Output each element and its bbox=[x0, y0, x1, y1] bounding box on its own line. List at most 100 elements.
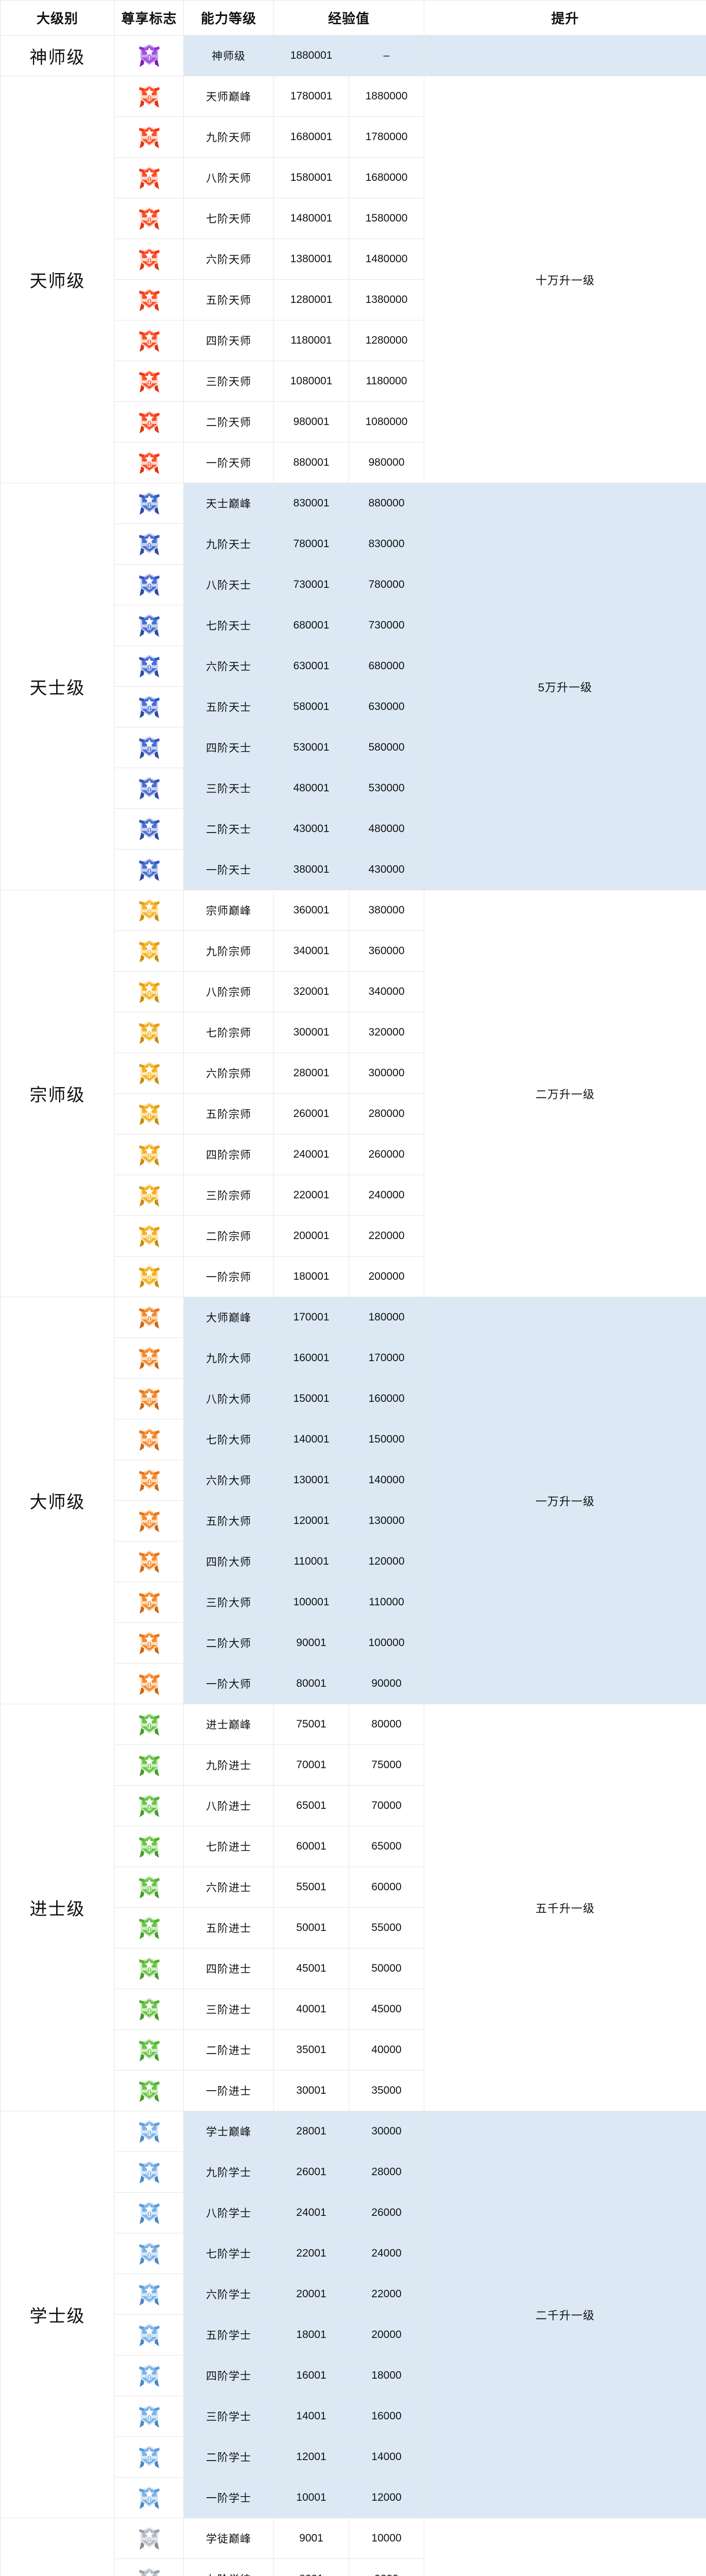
exp-from-value: 280001 bbox=[273, 1053, 349, 1094]
badge-cell bbox=[114, 2029, 184, 2071]
badge-tianshi-4-icon bbox=[137, 327, 161, 354]
ability-level-label: 四阶宗师 bbox=[183, 1134, 274, 1175]
ability-level-label: 七阶天师 bbox=[183, 198, 274, 239]
exp-from-value: 730001 bbox=[273, 564, 349, 605]
exp-from-value: 110001 bbox=[273, 1541, 349, 1582]
badge-tianshi-1-icon bbox=[137, 449, 161, 476]
exp-from-value: 60001 bbox=[273, 1826, 349, 1867]
badge-cell bbox=[114, 35, 184, 76]
exp-to-value: 80000 bbox=[348, 1704, 425, 1745]
exp-to-value: 260000 bbox=[348, 1134, 425, 1175]
exp-from-value: 530001 bbox=[273, 727, 349, 768]
exp-to-value: 18000 bbox=[348, 2355, 425, 2396]
ability-level-label: 一阶学士 bbox=[183, 2477, 274, 2518]
ability-level-label: 九阶学徒 bbox=[183, 2558, 274, 2576]
exp-from-value: 9001 bbox=[273, 2518, 349, 2559]
ability-level-label: 六阶天师 bbox=[183, 239, 274, 280]
badge-tianshi2-peak-icon bbox=[137, 490, 161, 517]
ability-level-label: 四阶学士 bbox=[183, 2355, 274, 2396]
exp-from-value: 1380001 bbox=[273, 239, 349, 280]
table-row: 八阶天士 730001 780000 bbox=[1, 564, 706, 605]
exp-from-value: 160001 bbox=[273, 1337, 349, 1379]
badge-dashi-2-icon bbox=[137, 1630, 161, 1656]
exp-to-value: 240000 bbox=[348, 1175, 425, 1216]
exp-from-value: 70001 bbox=[273, 1744, 349, 1786]
exp-from-value: 18001 bbox=[273, 2314, 349, 2355]
ability-level-label: 八阶天士 bbox=[183, 564, 274, 605]
badge-cell bbox=[114, 2396, 184, 2437]
badge-dashi-3-icon bbox=[137, 1589, 161, 1616]
exp-to-value: 880000 bbox=[348, 483, 425, 524]
table-row: 五阶天士 580001 630000 bbox=[1, 686, 706, 727]
exp-from-value: 340001 bbox=[273, 930, 349, 972]
exp-to-value: 360000 bbox=[348, 930, 425, 972]
badge-cell bbox=[114, 1337, 184, 1379]
badge-cell bbox=[114, 1663, 184, 1704]
table-row: 四阶学士 16001 18000 bbox=[1, 2355, 706, 2396]
ability-level-label: 三阶进士 bbox=[183, 1989, 274, 2030]
badge-cell bbox=[114, 1989, 184, 2030]
table-row: 天师级 天师巅峰 1780001 1880000 十万升一级 bbox=[0, 76, 706, 483]
ability-level-label: 宗师巅峰 bbox=[183, 890, 274, 931]
ability-level-label: 五阶天士 bbox=[183, 686, 274, 727]
exp-from-value: 1880001 bbox=[273, 35, 349, 76]
exp-from-value: 830001 bbox=[273, 483, 349, 524]
exp-to-value: 340000 bbox=[348, 971, 425, 1012]
badge-xueshi-9-icon bbox=[137, 2159, 161, 2185]
badge-xueshi-2-icon bbox=[137, 2444, 161, 2470]
exp-from-value: 430001 bbox=[273, 808, 349, 850]
table-head: 大级别 尊享标志 能力等级 经验值 提升 bbox=[0, 0, 706, 36]
badge-cell bbox=[114, 1785, 184, 1826]
badge-cell bbox=[114, 442, 184, 483]
exp-to-value: 10000 bbox=[348, 2518, 425, 2559]
exp-from-value: 140001 bbox=[273, 1419, 349, 1460]
table-row: 大师级 大师巅峰 170001 180000 一万升一级 bbox=[0, 1297, 706, 1704]
badge-cell bbox=[114, 1867, 184, 1908]
badge-dashi-8-icon bbox=[137, 1385, 161, 1412]
ability-level-label: 天师巅峰 bbox=[183, 76, 274, 117]
exp-from-value: 220001 bbox=[273, 1175, 349, 1216]
exp-to-value: 200000 bbox=[348, 1256, 425, 1297]
table-row: 六阶天士 630001 680000 bbox=[1, 646, 706, 687]
badge-cell bbox=[114, 116, 184, 158]
badge-cell bbox=[114, 1012, 184, 1053]
exp-from-value: 50001 bbox=[273, 1907, 349, 1948]
badge-zongshi-5-icon bbox=[137, 1100, 161, 1127]
exp-to-value: 60000 bbox=[348, 1867, 425, 1908]
badge-tianshi-6-icon bbox=[137, 246, 161, 273]
col-header-badge: 尊享标志 bbox=[114, 0, 184, 36]
exp-from-value: 320001 bbox=[273, 971, 349, 1012]
exp-from-value: 12001 bbox=[273, 2436, 349, 2478]
exp-to-value: 180000 bbox=[348, 1297, 425, 1338]
badge-cell bbox=[114, 1297, 184, 1338]
exp-from-value: 65001 bbox=[273, 1785, 349, 1826]
badge-xueshi-1-icon bbox=[137, 2484, 161, 2511]
exp-to-value: 1380000 bbox=[348, 279, 425, 320]
badge-cell bbox=[114, 564, 184, 605]
table-row: 六阶宗师 280001 300000 bbox=[1, 1053, 706, 1094]
table-row: 一阶学士 10001 12000 bbox=[1, 2477, 706, 2518]
exp-to-value: 160000 bbox=[348, 1378, 425, 1419]
badge-zongshi-3-icon bbox=[137, 1182, 161, 1209]
promotion-step-label bbox=[424, 35, 706, 76]
table-row: 九阶学士 26001 28000 bbox=[1, 2151, 706, 2193]
ability-level-label: 七阶天士 bbox=[183, 605, 274, 646]
ability-level-label: 七阶大师 bbox=[183, 1419, 274, 1460]
exp-from-value: 20001 bbox=[273, 2274, 349, 2315]
badge-zongshi-8-icon bbox=[137, 978, 161, 1005]
table-row: 天士级 天士巅峰 830001 880000 5万升一级 bbox=[0, 483, 706, 890]
exp-from-value: 880001 bbox=[273, 442, 349, 483]
table-row: 进士级 进士巅峰 75001 80000 五千升一级 bbox=[0, 1704, 706, 2111]
exp-from-value: 35001 bbox=[273, 2029, 349, 2071]
badge-cell bbox=[114, 2518, 184, 2559]
table-row: 三阶天士 480001 530000 bbox=[1, 768, 706, 809]
exp-to-value: 730000 bbox=[348, 605, 425, 646]
badge-dashi-1-icon bbox=[137, 1670, 161, 1697]
badge-jinshi-peak-icon bbox=[137, 1711, 161, 1738]
exp-to-value: 20000 bbox=[348, 2314, 425, 2355]
table-row: 八阶进士 65001 70000 bbox=[1, 1785, 706, 1826]
table-row: 三阶学士 14001 16000 bbox=[1, 2396, 706, 2437]
exp-from-value: 26001 bbox=[273, 2151, 349, 2193]
badge-tianshi-peak-icon bbox=[137, 83, 161, 110]
badge-jinshi-7-icon bbox=[137, 1833, 161, 1860]
